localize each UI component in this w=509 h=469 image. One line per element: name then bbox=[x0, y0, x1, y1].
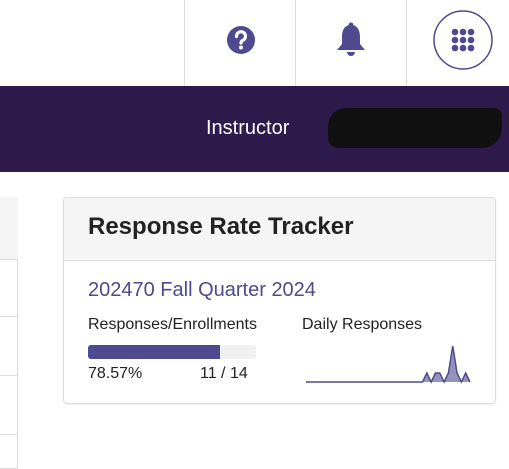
term-link[interactable]: 202470 Fall Quarter 2024 bbox=[88, 279, 316, 301]
side-row bbox=[0, 375, 18, 376]
bell-icon bbox=[337, 22, 365, 56]
sparkline-area bbox=[306, 346, 470, 382]
side-row bbox=[0, 316, 18, 317]
progress-fill bbox=[88, 345, 220, 359]
sparkline-line bbox=[306, 345, 471, 384]
help-button[interactable] bbox=[184, 0, 295, 86]
top-bar bbox=[0, 0, 509, 86]
tracker-card: Response Rate Tracker 202470 Fall Quarte… bbox=[63, 197, 496, 404]
card-title: Response Rate Tracker bbox=[88, 213, 354, 240]
side-panel-header bbox=[0, 197, 18, 260]
card-header bbox=[64, 198, 495, 261]
notifications-button[interactable] bbox=[295, 0, 406, 86]
redacted-name bbox=[328, 108, 502, 148]
count-label: 11 / 14 bbox=[200, 365, 248, 382]
daily-heading: Daily Responses bbox=[302, 316, 423, 333]
apps-icon bbox=[433, 10, 493, 70]
help-icon bbox=[227, 26, 255, 54]
apps-button[interactable] bbox=[406, 0, 509, 86]
progress-track bbox=[88, 345, 256, 359]
rate-label: 78.57% bbox=[88, 365, 143, 382]
rate-heading: Responses/Enrollments bbox=[88, 316, 257, 333]
user-role: Instructor bbox=[206, 117, 290, 139]
sparkline bbox=[306, 345, 471, 384]
side-row bbox=[0, 434, 18, 435]
